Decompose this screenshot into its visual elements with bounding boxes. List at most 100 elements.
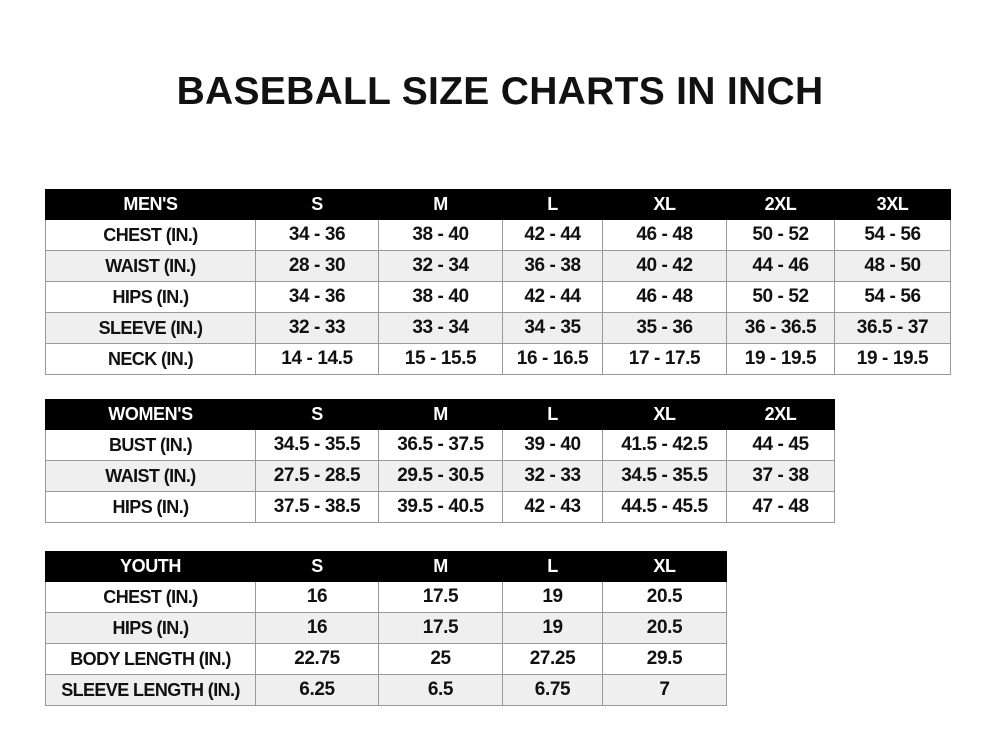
size-header: L xyxy=(502,189,603,220)
size-header: S xyxy=(255,551,379,582)
size-value: 25 xyxy=(378,643,503,675)
size-header: M xyxy=(378,189,503,220)
size-value: 42 - 44 xyxy=(502,219,603,251)
table-row: HIPS (IN.) 16 17.5 19 20.5 xyxy=(45,612,727,644)
size-header: L xyxy=(502,551,603,582)
size-value: 46 - 48 xyxy=(602,281,727,313)
size-value: 39.5 - 40.5 xyxy=(378,491,503,523)
size-value: 14 - 14.5 xyxy=(255,343,379,375)
size-value: 19 - 19.5 xyxy=(726,343,835,375)
size-value: 54 - 56 xyxy=(834,281,951,313)
size-value: 37 - 38 xyxy=(726,460,835,492)
size-header: XL xyxy=(602,551,727,582)
size-value: 36 - 36.5 xyxy=(726,312,835,344)
size-value: 17.5 xyxy=(378,581,503,613)
size-header: M xyxy=(378,551,503,582)
table-row: NECK (IN.) 14 - 14.5 15 - 15.5 16 - 16.5 17 … xyxy=(45,343,951,375)
category-header: WOMEN'S xyxy=(45,399,256,430)
womens-size-table: WOMEN'S S M L XL 2XL BUST (IN.) 34.5 - 35.5 36.5… xyxy=(45,399,835,523)
size-header: 2XL xyxy=(726,399,835,430)
size-header: 2XL xyxy=(726,189,835,220)
size-value: 32 - 34 xyxy=(378,250,503,282)
size-value: 44 - 46 xyxy=(726,250,835,282)
table-row: WAIST (IN.) 27.5 - 28.5 29.5 - 30.5 32 - 33… xyxy=(45,460,835,492)
table-row: WAIST (IN.) 28 - 30 32 - 34 36 - 38 40 - 42 4… xyxy=(45,250,951,282)
size-value: 39 - 40 xyxy=(502,429,603,461)
header-row: MEN'S S M L XL 2XL 3XL xyxy=(45,189,951,220)
category-header: MEN'S xyxy=(45,189,256,220)
measurement-label: NECK (IN.) xyxy=(45,343,256,375)
measurement-label: HIPS (IN.) xyxy=(45,612,256,644)
size-header: S xyxy=(255,399,379,430)
size-value: 36.5 - 37.5 xyxy=(378,429,503,461)
size-value: 17 - 17.5 xyxy=(602,343,727,375)
size-value: 36.5 - 37 xyxy=(834,312,951,344)
measurement-label: WAIST (IN.) xyxy=(45,460,256,492)
mens-size-table: MEN'S S M L XL 2XL 3XL CHEST (IN.) 34 - 36 38 - 4… xyxy=(45,189,951,375)
size-value: 34 - 36 xyxy=(255,219,379,251)
size-value: 33 - 34 xyxy=(378,312,503,344)
size-value: 48 - 50 xyxy=(834,250,951,282)
size-value: 6.75 xyxy=(502,674,603,706)
size-value: 32 - 33 xyxy=(255,312,379,344)
table-row: CHEST (IN.) 16 17.5 19 20.5 xyxy=(45,581,727,613)
measurement-label: HIPS (IN.) xyxy=(45,281,256,313)
size-value: 16 xyxy=(255,581,379,613)
size-header: S xyxy=(255,189,379,220)
size-header: XL xyxy=(602,189,727,220)
table-row: SLEEVE LENGTH (IN.) 6.25 6.5 6.75 7 xyxy=(45,674,727,706)
header-row: YOUTH S M L XL xyxy=(45,551,727,582)
table-row: BUST (IN.) 34.5 - 35.5 36.5 - 37.5 39 - 40 4… xyxy=(45,429,835,461)
measurement-label: CHEST (IN.) xyxy=(45,219,256,251)
measurement-label: WAIST (IN.) xyxy=(45,250,256,282)
size-value: 50 - 52 xyxy=(726,281,835,313)
size-value: 19 xyxy=(502,581,603,613)
size-value: 38 - 40 xyxy=(378,281,503,313)
table-row: SLEEVE (IN.) 32 - 33 33 - 34 34 - 35 35 - 36… xyxy=(45,312,951,344)
size-value: 44.5 - 45.5 xyxy=(602,491,727,523)
size-value: 16 - 16.5 xyxy=(502,343,603,375)
size-header: XL xyxy=(602,399,727,430)
size-value: 37.5 - 38.5 xyxy=(255,491,379,523)
size-value: 27.25 xyxy=(502,643,603,675)
size-value: 36 - 38 xyxy=(502,250,603,282)
size-value: 34.5 - 35.5 xyxy=(602,460,727,492)
size-value: 19 xyxy=(502,612,603,644)
size-value: 20.5 xyxy=(602,612,727,644)
size-value: 7 xyxy=(602,674,727,706)
measurement-label: CHEST (IN.) xyxy=(45,581,256,613)
measurement-label: BUST (IN.) xyxy=(45,429,256,461)
measurement-label: SLEEVE LENGTH (IN.) xyxy=(45,674,256,706)
table-row: CHEST (IN.) 34 - 36 38 - 40 42 - 44 46 - 48 5… xyxy=(45,219,951,251)
size-value: 38 - 40 xyxy=(378,219,503,251)
size-value: 6.25 xyxy=(255,674,379,706)
size-value: 19 - 19.5 xyxy=(834,343,951,375)
size-value: 44 - 45 xyxy=(726,429,835,461)
size-value: 17.5 xyxy=(378,612,503,644)
size-value: 34.5 - 35.5 xyxy=(255,429,379,461)
size-value: 54 - 56 xyxy=(834,219,951,251)
size-value: 50 - 52 xyxy=(726,219,835,251)
measurement-label: HIPS (IN.) xyxy=(45,491,256,523)
size-value: 35 - 36 xyxy=(602,312,727,344)
size-value: 34 - 35 xyxy=(502,312,603,344)
size-value: 29.5 xyxy=(602,643,727,675)
size-value: 20.5 xyxy=(602,581,727,613)
size-value: 32 - 33 xyxy=(502,460,603,492)
size-value: 40 - 42 xyxy=(602,250,727,282)
size-value: 29.5 - 30.5 xyxy=(378,460,503,492)
size-value: 27.5 - 28.5 xyxy=(255,460,379,492)
measurement-label: SLEEVE (IN.) xyxy=(45,312,256,344)
size-value: 47 - 48 xyxy=(726,491,835,523)
category-header: YOUTH xyxy=(45,551,256,582)
size-value: 42 - 43 xyxy=(502,491,603,523)
size-header: 3XL xyxy=(834,189,951,220)
size-value: 15 - 15.5 xyxy=(378,343,503,375)
size-value: 34 - 36 xyxy=(255,281,379,313)
size-header: L xyxy=(502,399,603,430)
size-value: 22.75 xyxy=(255,643,379,675)
size-value: 16 xyxy=(255,612,379,644)
size-value: 46 - 48 xyxy=(602,219,727,251)
measurement-label: BODY LENGTH (IN.) xyxy=(45,643,256,675)
size-value: 41.5 - 42.5 xyxy=(602,429,727,461)
